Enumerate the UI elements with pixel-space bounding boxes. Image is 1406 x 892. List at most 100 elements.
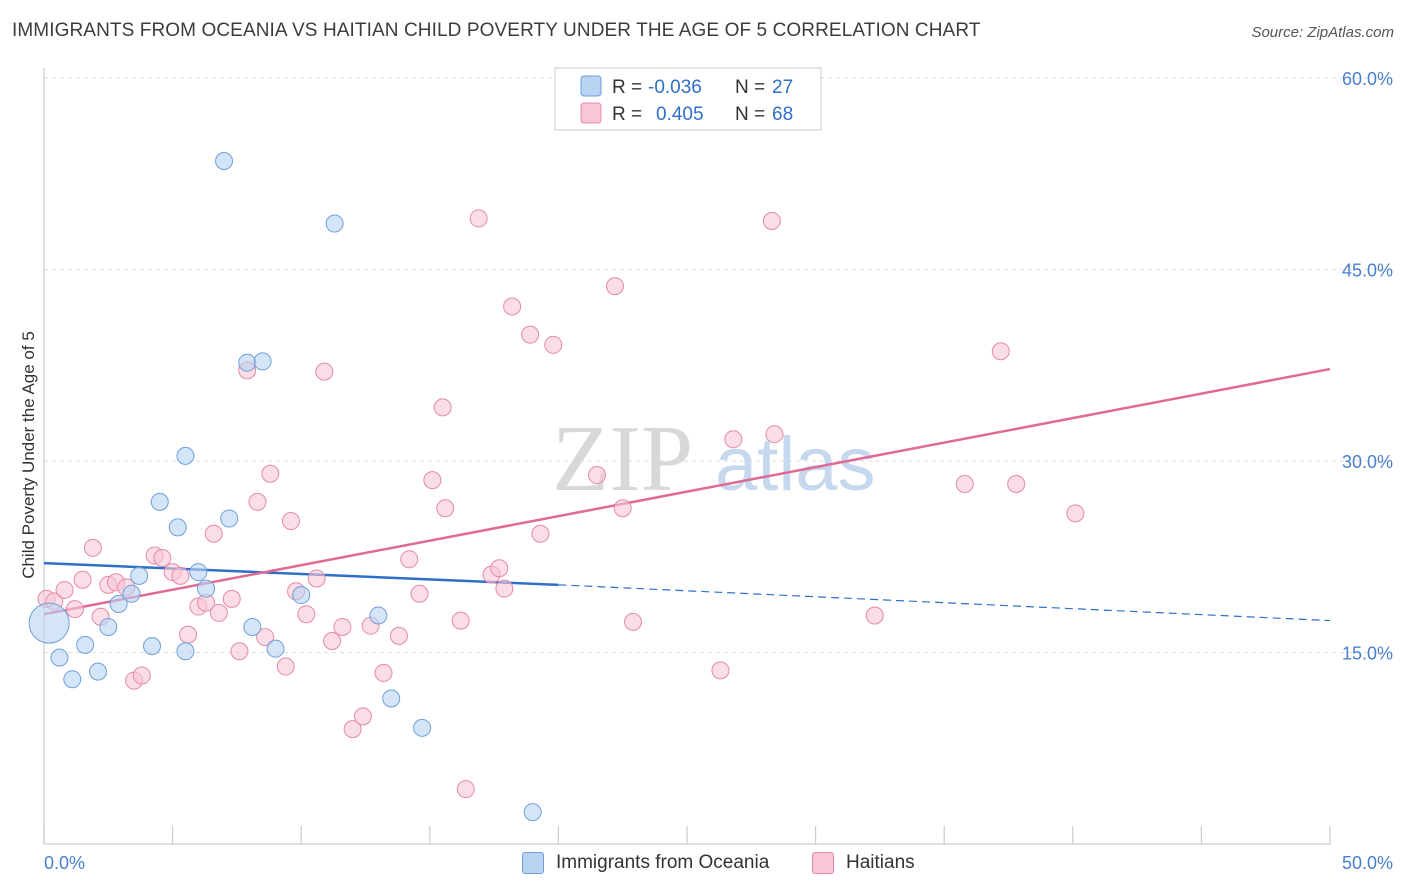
blue-data-point <box>215 151 234 170</box>
y-tick-label: 30.0% <box>1342 452 1393 472</box>
legend-swatch-pink <box>580 102 602 124</box>
blue-data-point <box>89 662 108 681</box>
blue-data-point <box>122 584 141 603</box>
legend-n-label: N = <box>735 77 765 98</box>
trend-lines <box>43 367 1331 622</box>
blue-data-point <box>523 803 542 822</box>
x-tick-label-max: 50.0% <box>1342 853 1393 873</box>
pink-data-point <box>209 603 228 622</box>
pink-data-point <box>353 707 372 726</box>
pink-data-point <box>153 549 172 568</box>
pink-data-point <box>343 720 362 739</box>
legend-swatch-blue <box>580 75 602 97</box>
legend-n-value: 27 <box>772 77 793 98</box>
pink-data-point <box>73 570 92 589</box>
pink-data-point <box>433 398 452 417</box>
blue-data-point <box>253 352 272 371</box>
legend-swatch-haitians <box>812 852 834 874</box>
pink-data-point <box>991 342 1010 361</box>
pink-data-point <box>436 499 455 518</box>
blue-data-point <box>238 353 257 372</box>
legend-r-value: 0.405 <box>656 104 704 125</box>
pink-data-point <box>955 474 974 493</box>
pink-data-point <box>503 297 522 316</box>
pink-data-point <box>400 550 419 569</box>
pink-data-point <box>256 628 275 647</box>
blue-data-point <box>130 566 149 585</box>
legend-swatch-oceania <box>522 852 544 874</box>
blue-data-point <box>325 214 344 233</box>
legend-n-value: 68 <box>772 104 793 125</box>
blue-data-point <box>292 586 311 605</box>
pink-data-point <box>451 611 470 630</box>
legend-label-haitians: Haitians <box>846 852 915 873</box>
pink-data-point <box>230 642 249 661</box>
blue-data-point <box>28 602 70 644</box>
y-tick-label: 15.0% <box>1342 644 1393 664</box>
watermark: ZIP atlas <box>552 407 876 511</box>
pink-data-point <box>132 666 151 685</box>
legend-r-label: R = <box>612 104 642 125</box>
pink-data-point <box>605 277 624 296</box>
pink-trend-line <box>43 367 1331 616</box>
y-axis-label: Child Poverty Under the Age of 5 <box>19 331 38 579</box>
y-tick-labels: 15.0% 30.0% 45.0% 60.0% <box>1342 69 1393 664</box>
blue-data-point <box>413 718 432 737</box>
y-tick-label: 60.0% <box>1342 69 1393 89</box>
pink-data-point <box>333 617 352 636</box>
chart-title: IMMIGRANTS FROM OCEANIA VS HAITIAN CHILD… <box>12 20 981 41</box>
blue-data-point <box>168 518 187 537</box>
x-tick-labels: 0.0% 50.0% <box>44 853 1393 873</box>
pink-data-point <box>531 524 550 543</box>
pink-data-point <box>65 600 84 619</box>
blue-data-point <box>176 642 195 661</box>
blue-data-point <box>99 617 118 636</box>
blue-data-point <box>243 617 262 636</box>
pink-data-point <box>281 512 300 531</box>
data-points <box>28 151 1085 822</box>
legend-item-haitians: Haitians <box>812 852 915 874</box>
watermark-zip: ZIP <box>552 407 693 511</box>
blue-data-point <box>150 492 169 511</box>
watermark-atlas: atlas <box>715 422 876 507</box>
blue-data-point <box>382 689 401 708</box>
legend-r-value: -0.036 <box>648 77 702 98</box>
pink-data-point <box>724 430 743 449</box>
pink-data-point <box>495 579 514 598</box>
legend-n-label: N = <box>735 104 765 125</box>
blue-data-point <box>63 670 82 689</box>
pink-data-point <box>307 569 326 588</box>
blue-data-point <box>189 563 208 582</box>
top-legend: R = -0.036 N = 27 R = 0.405 N = 68 <box>554 67 822 131</box>
blue-trend-line-extension <box>558 584 1331 622</box>
pink-data-point <box>765 425 784 444</box>
blue-data-point <box>197 579 216 598</box>
pink-data-point <box>865 606 884 625</box>
source-label: Source: ZipAtlas.com <box>1251 24 1394 41</box>
legend-label-oceania: Immigrants from Oceania <box>556 852 770 873</box>
pink-data-point <box>179 625 198 644</box>
pink-data-point <box>423 471 442 490</box>
pink-data-point <box>544 335 563 354</box>
blue-data-point <box>143 637 162 656</box>
pink-data-point <box>389 626 408 645</box>
legend-item-oceania: Immigrants from Oceania <box>522 852 769 874</box>
blue-data-point <box>369 606 388 625</box>
blue-data-point <box>76 635 95 654</box>
pink-data-point <box>323 632 342 651</box>
pink-data-point <box>83 538 102 557</box>
pink-data-point <box>410 584 429 603</box>
axes <box>43 68 1331 845</box>
y-tick-label: 45.0% <box>1342 261 1393 281</box>
pink-data-point <box>204 524 223 543</box>
blue-data-point <box>50 648 69 667</box>
pink-data-point <box>762 211 781 230</box>
pink-data-point <box>623 612 642 631</box>
pink-data-point <box>261 464 280 483</box>
pink-data-point <box>315 362 334 381</box>
pink-data-point <box>521 325 540 344</box>
pink-data-point <box>297 605 316 624</box>
pink-data-point <box>1007 474 1026 493</box>
pink-data-point <box>55 580 74 599</box>
